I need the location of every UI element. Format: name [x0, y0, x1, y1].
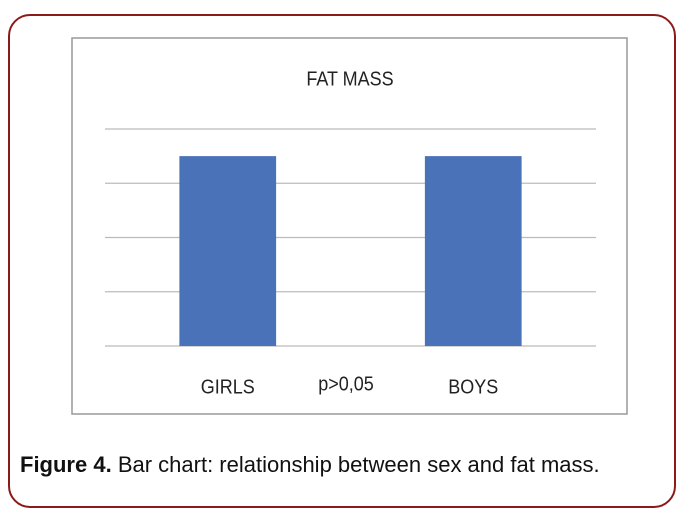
caption-label: Figure 4. [20, 452, 112, 477]
figure-frame [8, 14, 676, 508]
caption-text: Bar chart: relationship between sex and … [117, 452, 600, 477]
x-tick-label: GIRLS [201, 376, 255, 398]
bar [424, 156, 522, 346]
annotation: p>0,05 [318, 373, 374, 395]
chart-title: FAT MASS [306, 68, 393, 90]
x-tick-label: BOYS [448, 376, 498, 398]
bar [179, 156, 277, 346]
caption: Figure 4. Bar chart: relationship betwee… [20, 446, 670, 484]
chart-box [71, 37, 628, 415]
